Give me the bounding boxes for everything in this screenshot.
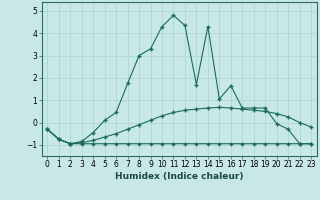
X-axis label: Humidex (Indice chaleur): Humidex (Indice chaleur) [115, 172, 244, 181]
